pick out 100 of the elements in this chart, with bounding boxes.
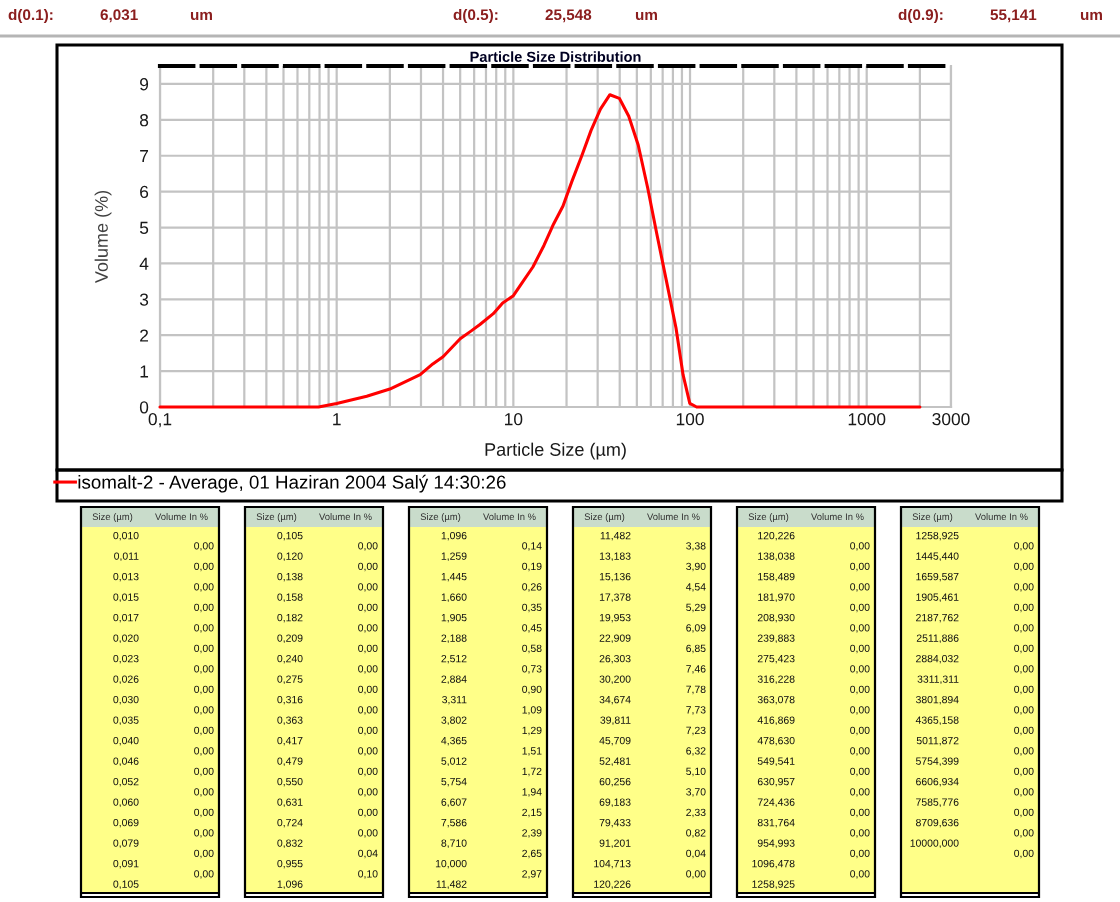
- text: 4,54: [685, 583, 706, 592]
- category-label: 34,674: [599, 695, 631, 705]
- text: 1,94: [522, 788, 542, 797]
- category-label: 2884,032: [916, 654, 959, 664]
- text: 0,00: [194, 747, 214, 756]
- category-label: 1445,440: [916, 552, 959, 562]
- category-label: 0,120: [277, 552, 303, 562]
- text: 0,00: [194, 808, 214, 818]
- category-label: 0,011: [114, 552, 139, 562]
- x-tick-label: 100: [676, 413, 704, 426]
- category-label: 0,275: [277, 675, 303, 685]
- text: 0,00: [850, 542, 870, 551]
- text: 0,58: [522, 644, 542, 654]
- text: 0,00: [850, 685, 870, 695]
- x-axis-title: Particle Size (µm): [485, 442, 626, 460]
- category-label: 0,013: [113, 572, 139, 582]
- text: 1,72: [522, 767, 542, 777]
- text: 6,85: [686, 644, 706, 654]
- text: Volume In %: [647, 513, 700, 521]
- category-label: 26,303: [599, 654, 631, 664]
- text: 0,00: [686, 870, 706, 879]
- category-label: 158,489: [758, 572, 795, 582]
- text: d(0.9):: [898, 8, 943, 24]
- category-label: 15,136: [599, 572, 631, 582]
- text: 0,90: [522, 685, 542, 695]
- category-label: 0,079: [113, 839, 139, 849]
- category-label: 2,512: [441, 654, 467, 664]
- y-tick-label: 6: [140, 185, 149, 199]
- category-label: 0,105: [277, 531, 303, 541]
- text: Size (µm): [256, 513, 297, 522]
- category-label: 6606,934: [916, 777, 959, 787]
- text: 0,00: [850, 870, 870, 879]
- text: 0,45: [522, 624, 542, 633]
- category-label: 630,957: [757, 777, 795, 787]
- text: 0,00: [850, 583, 870, 592]
- text: 0,00: [1014, 849, 1034, 859]
- text: 1,09: [522, 706, 542, 715]
- category-label: 0,052: [113, 777, 139, 787]
- text: 0,82: [686, 829, 706, 838]
- y-axis-title: Volume (%): [94, 190, 112, 284]
- category-label: 22,909: [599, 634, 631, 644]
- category-label: 1905,461: [916, 593, 959, 603]
- category-label: 5,754: [441, 778, 467, 787]
- text: 0,00: [194, 542, 214, 551]
- category-label: 1,259: [441, 552, 467, 562]
- text: um: [190, 11, 212, 21]
- category-label: 0,060: [113, 798, 139, 808]
- category-label: 3801,894: [915, 695, 959, 705]
- category-label: 91,201: [599, 839, 631, 849]
- category-label: 0,417: [277, 736, 303, 746]
- category-label: 0,724: [277, 818, 303, 828]
- category-label: 478,630: [757, 736, 795, 746]
- text: 0,00: [194, 644, 214, 654]
- text: Size (µm): [912, 513, 953, 522]
- text: 0,35: [522, 603, 542, 613]
- text: 6,031: [100, 9, 138, 23]
- category-label: 0,105: [113, 880, 139, 890]
- text: 0,00: [358, 706, 378, 715]
- text: 0,00: [1014, 644, 1034, 654]
- text: Size (µm): [92, 513, 133, 522]
- category-label: 416,869: [757, 716, 795, 726]
- category-label: 1096,478: [752, 859, 795, 869]
- category-label: 1,096: [441, 531, 467, 541]
- category-label: 6,607: [441, 798, 467, 808]
- category-label: 1,445: [441, 573, 467, 582]
- category-label: 0,550: [277, 777, 303, 787]
- category-label: 30,200: [599, 675, 631, 685]
- category-label: 79,433: [599, 818, 631, 828]
- category-label: 7585,776: [916, 798, 959, 808]
- category-label: 5,012: [441, 757, 467, 767]
- text: 1,29: [522, 726, 542, 736]
- text: 0,00: [194, 849, 214, 859]
- x-tick-label: 3000: [932, 413, 970, 426]
- y-tick-label: 0: [139, 401, 149, 414]
- text: um: [1080, 11, 1102, 21]
- y-tick-label: 2: [140, 329, 149, 342]
- category-label: 0,209: [277, 634, 303, 644]
- category-label: 8709,636: [916, 818, 959, 828]
- text: 0,00: [1014, 747, 1034, 756]
- category-label: 0,046: [113, 757, 139, 767]
- text: 0,00: [1014, 665, 1034, 674]
- category-label: 0,015: [113, 593, 139, 603]
- text: 2,39: [522, 829, 542, 838]
- text: 0,00: [358, 603, 378, 613]
- text: Volume In %: [155, 513, 208, 521]
- category-label: 3,802: [441, 716, 467, 726]
- text: 0,00: [194, 624, 214, 633]
- category-label: 13,183: [599, 552, 631, 562]
- x-tick-label: 0,1: [148, 413, 172, 428]
- category-label: 1,660: [441, 593, 467, 603]
- category-label: 0,010: [113, 531, 139, 541]
- text: 0,00: [1014, 685, 1034, 695]
- category-label: 60,256: [599, 777, 631, 787]
- text: 0,00: [194, 583, 214, 592]
- text: 0,00: [358, 767, 378, 777]
- text: Size (µm): [584, 513, 625, 522]
- category-label: 5754,399: [915, 757, 959, 767]
- text: 0,00: [358, 665, 378, 674]
- text: 0,00: [194, 788, 214, 797]
- category-label: 363,078: [757, 695, 795, 705]
